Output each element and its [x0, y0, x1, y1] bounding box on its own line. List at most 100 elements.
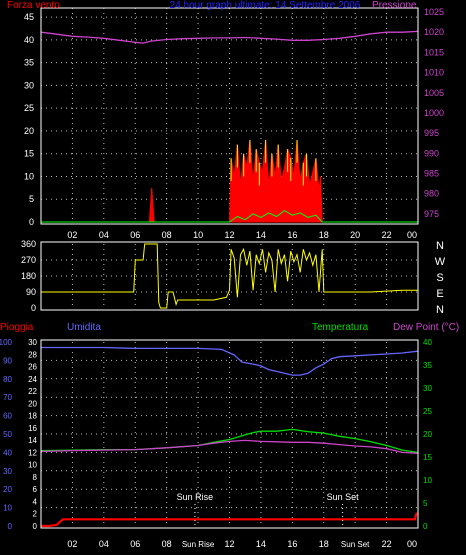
wind-speed-tick-label: 20	[24, 126, 34, 136]
time-tick-label: 04	[99, 539, 109, 549]
temperature-tick-label: 0	[423, 522, 428, 531]
pressure-tick-label: 995	[424, 128, 439, 138]
rain-tick-label: 10	[28, 461, 37, 470]
humidity-tick-label: 80	[3, 375, 12, 384]
wind-average-line	[41, 210, 418, 223]
compass-label: E	[436, 288, 443, 300]
pressure-tick-label: 1015	[424, 47, 444, 57]
rain-tick-label: 4	[33, 497, 38, 506]
time-tick-label: 20	[350, 230, 360, 240]
humidity-tick-label: 0	[8, 522, 13, 531]
rain-tick-label: 16	[28, 424, 37, 433]
chart-title: 24 hour graph ultimate: 14 Settembre 200…	[170, 0, 361, 11]
wind-pressure-series	[40, 30, 419, 223]
wind-direction-line	[41, 243, 418, 309]
direction-tick-label: 90	[26, 287, 36, 297]
pressure-tick-label: 990	[424, 148, 439, 158]
temperature-tick-label: 20	[423, 430, 432, 439]
time-tick-label: 16	[287, 230, 297, 240]
dewpoint-line	[40, 439, 419, 454]
rain-tick-label: 30	[28, 338, 37, 347]
rain-tick-label: 22	[28, 387, 37, 396]
wind-pressure-frame	[40, 7, 419, 225]
time-tick-label: 14	[256, 230, 266, 240]
rain-tick-label: 6	[33, 485, 38, 494]
direction-tick-label: 180	[21, 271, 36, 281]
time-tick-label: 04	[99, 230, 109, 240]
wind-speed-tick-label: 10	[24, 171, 34, 181]
wind-speed-tick-label: 25	[24, 103, 34, 113]
sun-annotation-label: Sun Set	[327, 492, 360, 502]
time-tick-label: 08	[162, 230, 172, 240]
rain-tick-label: 18	[28, 412, 37, 421]
time-tick-label: 12	[224, 539, 234, 549]
wind-gust-area	[41, 139, 418, 223]
temperature-tick-label: 10	[423, 476, 432, 485]
pressure-tick-label: 1005	[424, 88, 444, 98]
rain-humidity-series	[40, 346, 419, 528]
time-tick-label: 08	[162, 539, 172, 549]
time-tick-label: 00	[407, 539, 417, 549]
wind-speed-axis: 0 5 10 15 20 25 30 35 40 45	[24, 12, 34, 227]
wind-speed-tick-label: 45	[24, 12, 34, 22]
pressure-tick-label: 1020	[424, 27, 444, 37]
time-tick-label: Sun Rise	[182, 540, 215, 549]
rain-humidity-grid	[41, 342, 418, 526]
temperature-tick-label: 40	[423, 338, 432, 347]
rain-line	[41, 512, 418, 528]
humidity-line	[41, 346, 419, 376]
rain-tick-label: 26	[28, 363, 37, 372]
wind-axis-label: Forza vento	[7, 0, 60, 11]
sun-annotations: Sun Rise Sun Set	[177, 492, 359, 526]
pressure-tick-label: 1000	[424, 108, 444, 118]
time-tick-label: 14	[256, 539, 266, 549]
time-tick-label: 10	[193, 230, 203, 240]
rain-tick-label: 8	[33, 473, 38, 482]
humidity-tick-label: 70	[3, 393, 12, 402]
rain-humidity-time-axis: 02 04 06 08 Sun Rise 12 14 16 18 Sun Set 22 00	[67, 539, 417, 549]
time-tick-label: Sun Set	[341, 540, 370, 549]
rain-tick-label: 28	[28, 350, 37, 359]
humidity-axis: 0 10 20 30 40 50 60 70 80 90 100	[0, 338, 13, 531]
wind-speed-tick-label: 35	[24, 58, 34, 68]
time-tick-label: 00	[407, 230, 417, 240]
humidity-tick-label: 30	[3, 467, 12, 476]
compass-label: N	[436, 304, 444, 316]
compass-label: W	[435, 256, 446, 268]
humidity-axis-label: Umidita	[67, 322, 101, 333]
wind-speed-tick-label: 0	[29, 217, 34, 227]
compass-label: N	[436, 240, 444, 252]
wind-pressure-time-axis: 02 04 06 08 10 12 14 16 18 20 22 00	[67, 230, 417, 240]
compass-label: S	[436, 272, 443, 284]
time-tick-label: 02	[67, 230, 77, 240]
humidity-tick-label: 90	[3, 356, 12, 365]
humidity-tick-label: 60	[3, 412, 12, 421]
temperature-tick-label: 35	[423, 361, 432, 370]
rain-tick-label: 0	[33, 522, 38, 531]
rain-tick-label: 12	[28, 448, 37, 457]
pressure-line	[40, 30, 419, 44]
rain-tick-label: 2	[33, 510, 38, 519]
wind-speed-tick-label: 15	[24, 149, 34, 159]
time-tick-label: 06	[130, 539, 140, 549]
time-tick-label: 12	[224, 230, 234, 240]
direction-tick-label: 0	[31, 303, 36, 313]
time-tick-label: 22	[382, 230, 392, 240]
rain-axis-label: Pioggia	[0, 322, 34, 333]
rain-tick-label: 14	[28, 436, 37, 445]
dewpoint-axis-label: Dew Point (°C)	[393, 322, 459, 333]
direction-tick-label: 270	[21, 255, 36, 265]
rain-humidity-frame	[40, 339, 419, 529]
direction-degree-axis: 0 90 180 270 360	[21, 239, 36, 313]
rain-tick-label: 24	[28, 375, 37, 384]
pressure-tick-label: 985	[424, 169, 439, 179]
temperature-axis-label: Temperatura	[312, 322, 369, 333]
sun-annotation-label: Sun Rise	[177, 492, 214, 502]
time-tick-label: 18	[319, 230, 329, 240]
humidity-tick-label: 100	[0, 338, 13, 347]
pressure-tick-label: 980	[424, 189, 439, 199]
